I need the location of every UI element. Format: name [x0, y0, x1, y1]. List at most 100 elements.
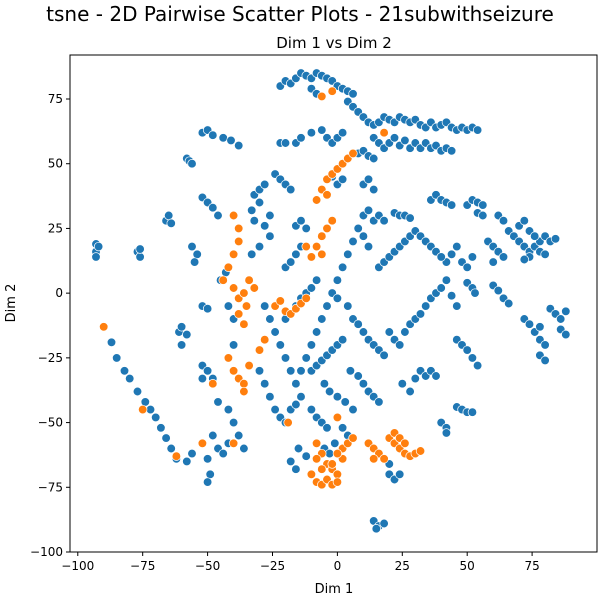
- data-point: [306, 469, 317, 479]
- plot-frame: [69, 54, 598, 553]
- data-point: [395, 340, 405, 350]
- data-point: [317, 464, 327, 474]
- data-point: [218, 448, 228, 459]
- data-point: [369, 454, 379, 464]
- data-point: [291, 464, 301, 474]
- data-point: [452, 301, 462, 311]
- data-point: [379, 518, 389, 529]
- data-point: [239, 288, 249, 298]
- x-tick-label: −50: [195, 559, 220, 573]
- data-point: [379, 216, 389, 226]
- data-point: [327, 459, 337, 469]
- data-point: [208, 430, 218, 441]
- data-point: [260, 179, 270, 190]
- data-point: [161, 433, 171, 443]
- data-point: [223, 353, 234, 363]
- y-tick-label: −25: [38, 351, 63, 365]
- data-point: [348, 404, 358, 415]
- data-point: [202, 454, 213, 464]
- data-point: [535, 322, 545, 332]
- y-tick-label: 50: [48, 157, 63, 171]
- data-point: [488, 257, 498, 267]
- data-point: [358, 379, 369, 389]
- y-tick-label: −50: [38, 416, 63, 430]
- data-point: [166, 443, 176, 454]
- data-point: [446, 249, 457, 259]
- data-point: [228, 340, 239, 350]
- data-point: [228, 417, 239, 428]
- data-point: [353, 223, 363, 234]
- data-point: [345, 366, 356, 376]
- data-point: [135, 244, 145, 254]
- data-point: [182, 456, 192, 467]
- data-point: [228, 210, 239, 221]
- figure-title: tsne - 2D Pairwise Scatter Plots - 21sub…: [46, 2, 554, 26]
- data-point: [187, 448, 197, 459]
- data-point: [254, 345, 265, 355]
- data-point: [254, 241, 265, 252]
- data-point: [441, 275, 452, 285]
- data-point: [332, 469, 343, 479]
- data-point: [311, 327, 322, 337]
- data-point: [540, 249, 550, 259]
- data-point: [125, 373, 135, 384]
- x-tick-label: 0: [334, 559, 342, 573]
- data-point: [337, 423, 348, 433]
- data-point: [452, 241, 462, 252]
- data-point: [202, 366, 213, 376]
- y-tick-label: 75: [48, 92, 63, 106]
- data-point: [472, 360, 483, 371]
- data-point: [311, 241, 322, 252]
- data-point: [389, 133, 400, 143]
- data-point: [441, 428, 452, 438]
- data-point: [421, 301, 431, 311]
- data-point: [156, 423, 166, 433]
- data-point: [493, 285, 503, 296]
- x-tick-label: 75: [524, 559, 539, 573]
- data-point: [371, 524, 381, 534]
- data-point: [239, 443, 249, 454]
- data-point: [223, 404, 234, 415]
- data-point: [106, 337, 117, 347]
- x-tick-label: 25: [395, 559, 410, 573]
- data-point: [182, 329, 192, 340]
- data-point: [260, 379, 270, 389]
- data-point: [405, 386, 415, 397]
- data-point: [348, 236, 358, 247]
- data-point: [415, 309, 426, 319]
- data-point: [395, 469, 405, 479]
- data-point: [234, 223, 244, 234]
- data-point: [241, 301, 252, 311]
- data-point: [306, 404, 317, 415]
- data-point: [234, 236, 244, 247]
- data-point: [296, 133, 306, 143]
- y-tick-label: 25: [48, 221, 63, 235]
- data-point: [296, 366, 306, 376]
- data-point: [306, 128, 317, 138]
- data-point: [254, 197, 265, 208]
- data-point: [151, 412, 161, 423]
- y-axis: −100 −75 −50 −25 0 25 50 75: [30, 92, 70, 559]
- data-point: [171, 451, 182, 461]
- data-point: [247, 249, 257, 259]
- data-point: [187, 159, 197, 169]
- data-point: [244, 275, 254, 285]
- data-point: [189, 257, 200, 267]
- data-point: [254, 366, 265, 376]
- data-point: [249, 216, 259, 226]
- data-point: [91, 252, 101, 262]
- data-point: [353, 319, 363, 329]
- data-point: [270, 404, 280, 415]
- data-point: [132, 386, 143, 397]
- data-point: [317, 231, 327, 241]
- data-point: [332, 477, 343, 487]
- data-point: [363, 205, 374, 215]
- data-point: [311, 438, 322, 448]
- data-point: [524, 319, 535, 329]
- data-point: [228, 366, 239, 376]
- data-point: [446, 291, 457, 301]
- data-point: [337, 262, 348, 272]
- data-point: [327, 216, 337, 226]
- data-point: [504, 298, 514, 309]
- data-point: [265, 314, 275, 324]
